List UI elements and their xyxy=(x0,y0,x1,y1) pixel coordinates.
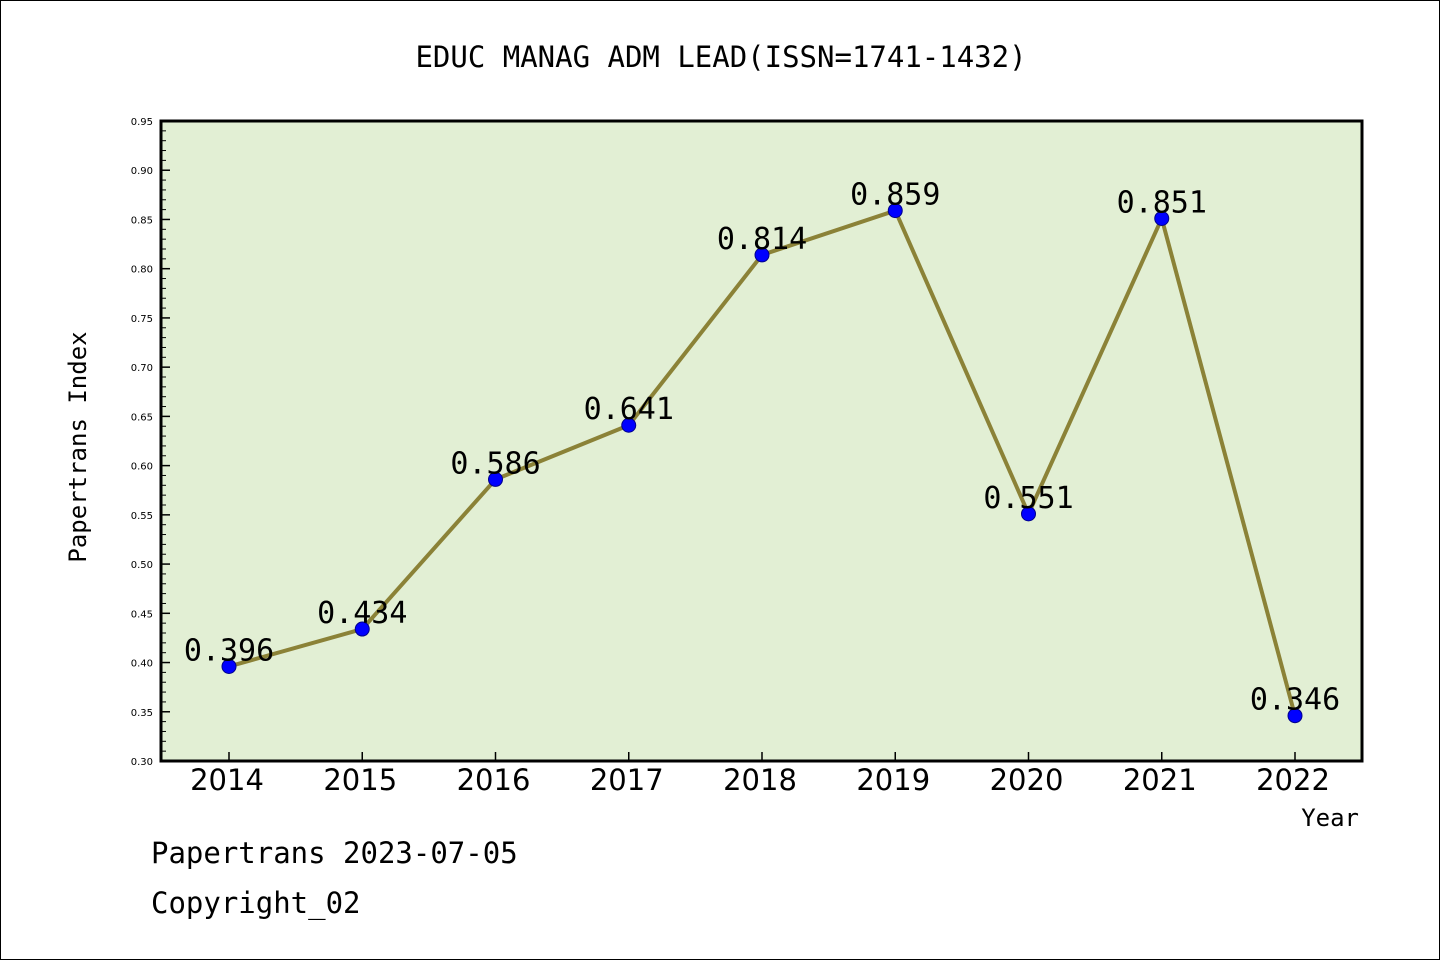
plot-area xyxy=(159,119,1364,763)
x-tick-label: 2015 xyxy=(323,763,397,797)
data-labels: 0.396 0.434 0.586 0.641 0.814 0.859 0.551 0.851… xyxy=(184,178,1340,718)
data-point xyxy=(754,247,770,263)
data-point xyxy=(1287,708,1303,724)
y-tick-label: 0.60 xyxy=(131,462,153,473)
data-label: 0.551 xyxy=(983,481,1073,516)
y-tick-label: 0.70 xyxy=(131,363,153,374)
data-point xyxy=(488,471,503,487)
x-axis-label: Year xyxy=(1301,804,1359,832)
data-label: 0.859 xyxy=(850,178,940,213)
y-tick-label: 0.95 xyxy=(131,117,153,128)
x-tick-label: 2019 xyxy=(856,763,930,797)
data-label: 0.346 xyxy=(1250,683,1340,718)
data-point xyxy=(621,417,637,433)
x-tick-label: 2018 xyxy=(723,763,797,797)
data-points xyxy=(221,203,1303,724)
data-point xyxy=(354,621,370,637)
footer-copyright: Copyright_02 xyxy=(151,886,361,920)
chart-title: EDUC MANAG ADM LEAD(ISSN=1741-1432) xyxy=(415,40,1026,74)
data-label: 0.641 xyxy=(584,392,674,427)
data-label: 0.396 xyxy=(184,633,274,668)
data-label: 0.586 xyxy=(450,446,540,481)
y-tick-label: 0.50 xyxy=(131,560,153,571)
y-tick-label: 0.30 xyxy=(131,757,153,768)
x-tick-label: 2020 xyxy=(990,763,1064,797)
data-label: 0.851 xyxy=(1117,185,1207,220)
data-point xyxy=(221,658,237,674)
y-axis-label: Papertrans Index xyxy=(64,331,92,562)
y-tick-label: 0.40 xyxy=(131,659,153,670)
x-axis: 2014 2015 2016 2017 2018 2019 2020 2021 2022 xyxy=(190,752,1330,797)
y-axis: 0.30 0.35 0.40 0.45 0.50 0.55 0.60 0.65 0.70 0.75… xyxy=(131,117,170,768)
y-tick-label: 0.80 xyxy=(131,265,153,276)
data-point xyxy=(1021,506,1036,522)
x-tick-label: 2022 xyxy=(1256,763,1330,797)
y-tick-label: 0.85 xyxy=(131,215,153,226)
x-tick-label: 2014 xyxy=(190,763,264,797)
y-tick-label: 0.35 xyxy=(131,708,153,719)
y-tick-label: 0.45 xyxy=(131,609,153,620)
data-point xyxy=(887,203,903,219)
y-tick-label: 0.90 xyxy=(131,166,153,177)
y-tick-label: 0.75 xyxy=(131,314,153,325)
footer-date: Papertrans 2023-07-05 xyxy=(151,836,518,870)
data-label: 0.814 xyxy=(717,222,807,257)
data-point xyxy=(1154,210,1170,226)
x-tick-label: 2016 xyxy=(457,763,531,797)
x-tick-label: 2017 xyxy=(590,763,664,797)
x-tick-label: 2021 xyxy=(1123,763,1197,797)
data-label: 0.434 xyxy=(317,596,407,631)
y-tick-label: 0.55 xyxy=(131,511,153,522)
y-tick-label: 0.65 xyxy=(131,412,153,423)
